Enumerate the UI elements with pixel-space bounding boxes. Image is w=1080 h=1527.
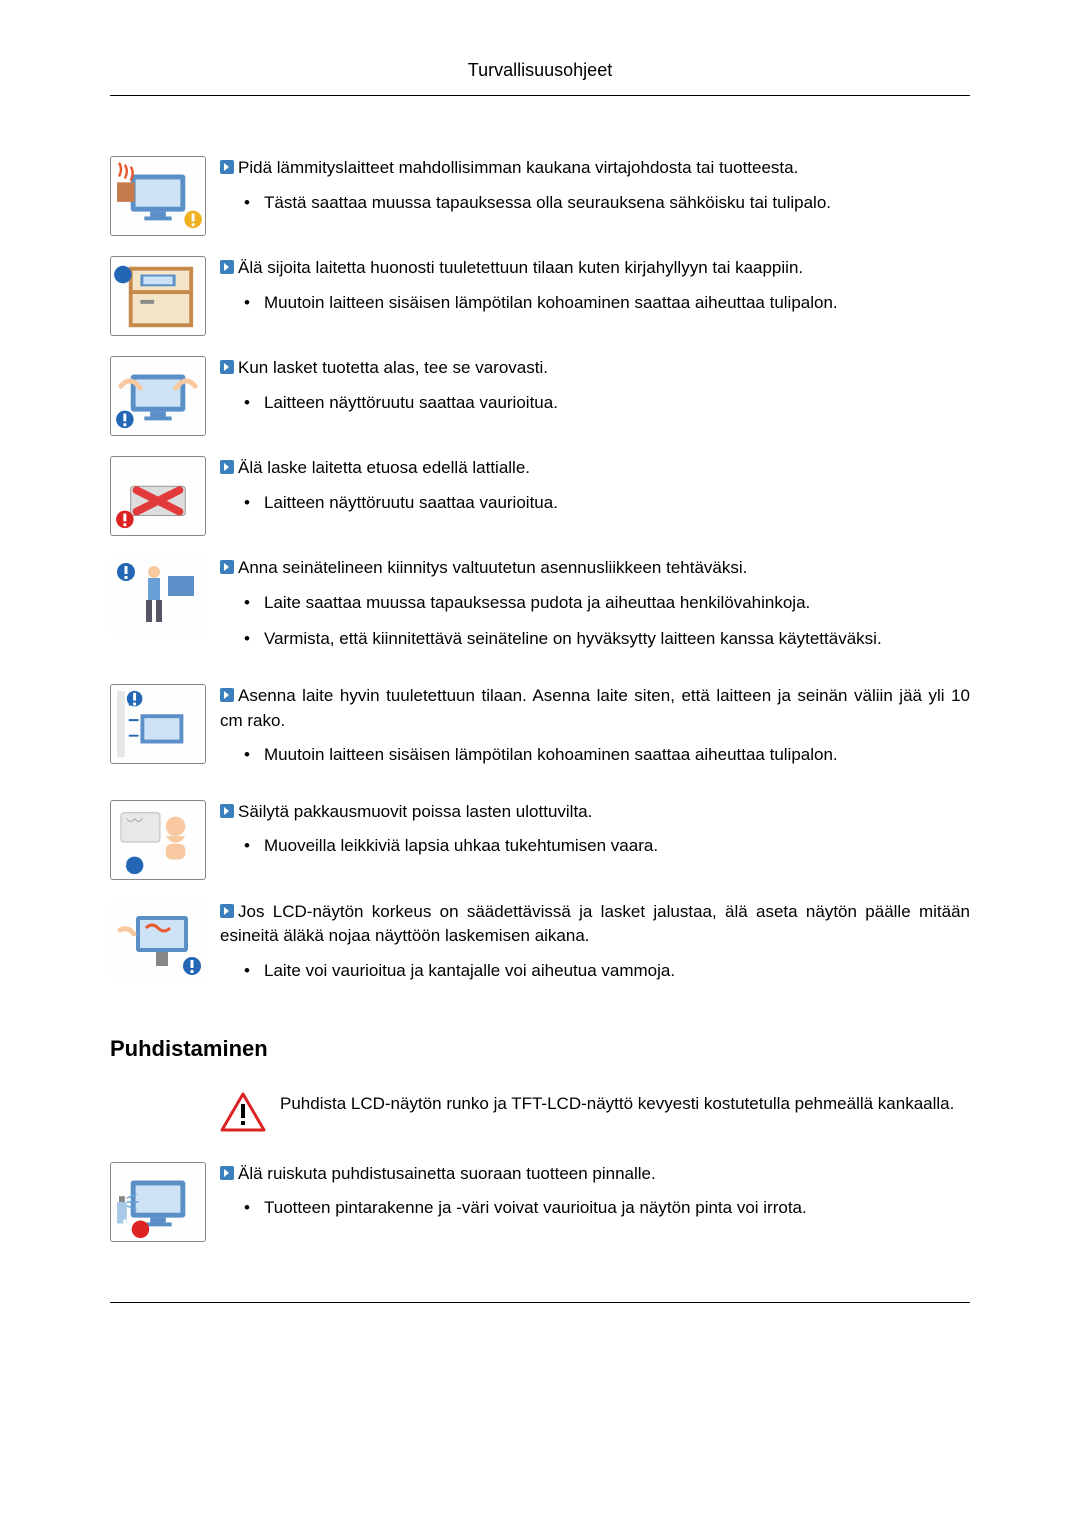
page-footer-rule	[110, 1302, 970, 1312]
detail-item: Muutoin laitteen sisäisen lämpötilan koh…	[244, 291, 970, 316]
safety-item: Älä ruiskuta puhdistusainetta suoraan tu…	[110, 1162, 970, 1242]
arrow-bullet-icon	[220, 688, 234, 702]
safety-item: Pidä lämmityslaitteet mahdollisimman kau…	[110, 156, 970, 236]
detail-list: Tästä saattaa muussa tapauksessa olla se…	[220, 191, 970, 216]
arrow-bullet-icon	[220, 904, 234, 918]
putdown-icon	[110, 356, 206, 436]
detail-item: Laite voi vaurioitua ja kantajalle voi a…	[244, 959, 970, 984]
item-text: Säilytä pakkausmuovit poissa lasten ulot…	[220, 800, 970, 871]
detail-list: Laite saattaa muussa tapauksessa pudota …	[220, 591, 970, 652]
adjustable-icon	[110, 900, 206, 980]
item-heading: Asenna laite hyvin tuuletettuun tilaan. …	[220, 684, 970, 733]
safety-item: Älä sijoita laitetta huonosti tuuletettu…	[110, 256, 970, 336]
cabinet-icon	[110, 256, 206, 336]
arrow-bullet-icon	[220, 804, 234, 818]
childbag-icon	[110, 800, 206, 880]
section-heading: Puhdistaminen	[110, 1036, 970, 1062]
safety-item: Kun lasket tuotetta alas, tee se varovas…	[110, 356, 970, 436]
arrow-bullet-icon	[220, 1166, 234, 1180]
ventilate-icon	[110, 684, 206, 764]
item-heading: Pidä lämmityslaitteet mahdollisimman kau…	[220, 156, 970, 181]
detail-list: Tuotteen pintarakenne ja -väri voivat va…	[220, 1196, 970, 1221]
item-text: Pidä lämmityslaitteet mahdollisimman kau…	[220, 156, 970, 227]
safety-item: Asenna laite hyvin tuuletettuun tilaan. …	[110, 684, 970, 780]
safety-item: Säilytä pakkausmuovit poissa lasten ulot…	[110, 800, 970, 880]
detail-item: Laite saattaa muussa tapauksessa pudota …	[244, 591, 970, 616]
detail-item: Tästä saattaa muussa tapauksessa olla se…	[244, 191, 970, 216]
facedown-icon	[110, 456, 206, 536]
detail-list: Laitteen näyttöruutu saattaa vaurioitua.	[220, 491, 970, 516]
wallmount-icon	[110, 556, 206, 636]
item-heading: Anna seinätelineen kiinnitys valtuutetun…	[220, 556, 970, 581]
page-title: Turvallisuusohjeet	[110, 60, 970, 96]
item-heading: Jos LCD-näytön korkeus on säädettävissä …	[220, 900, 970, 949]
detail-list: Laitteen näyttöruutu saattaa vaurioitua.	[220, 391, 970, 416]
item-heading: Älä sijoita laitetta huonosti tuuletettu…	[220, 256, 970, 281]
detail-item: Laitteen näyttöruutu saattaa vaurioitua.	[244, 491, 970, 516]
item-text: Anna seinätelineen kiinnitys valtuutetun…	[220, 556, 970, 664]
arrow-bullet-icon	[220, 460, 234, 474]
detail-list: Muutoin laitteen sisäisen lämpötilan koh…	[220, 291, 970, 316]
safety-item: Anna seinätelineen kiinnitys valtuutetun…	[110, 556, 970, 664]
detail-item: Muutoin laitteen sisäisen lämpötilan koh…	[244, 743, 970, 768]
detail-item: Laitteen näyttöruutu saattaa vaurioitua.	[244, 391, 970, 416]
item-heading: Älä ruiskuta puhdistusainetta suoraan tu…	[220, 1162, 970, 1187]
detail-list: Muoveilla leikkiviä lapsia uhkaa tukehtu…	[220, 834, 970, 859]
detail-item: Muoveilla leikkiviä lapsia uhkaa tukehtu…	[244, 834, 970, 859]
item-heading: Älä laske laitetta etuosa edellä lattial…	[220, 456, 970, 481]
item-text: Älä sijoita laitetta huonosti tuuletettu…	[220, 256, 970, 327]
warning-intro-row: Puhdista LCD-näytön runko ja TFT-LCD-näy…	[110, 1092, 970, 1132]
item-heading: Säilytä pakkausmuovit poissa lasten ulot…	[220, 800, 970, 825]
heater-icon	[110, 156, 206, 236]
item-text: Älä laske laitetta etuosa edellä lattial…	[220, 456, 970, 527]
safety-item: Älä laske laitetta etuosa edellä lattial…	[110, 456, 970, 536]
arrow-bullet-icon	[220, 360, 234, 374]
arrow-bullet-icon	[220, 560, 234, 574]
arrow-bullet-icon	[220, 160, 234, 174]
item-text: Jos LCD-näytön korkeus on säädettävissä …	[220, 900, 970, 996]
detail-list: Muutoin laitteen sisäisen lämpötilan koh…	[220, 743, 970, 768]
item-text: Älä ruiskuta puhdistusainetta suoraan tu…	[220, 1162, 970, 1233]
warning-intro-text: Puhdista LCD-näytön runko ja TFT-LCD-näy…	[280, 1092, 970, 1117]
item-text: Asenna laite hyvin tuuletettuun tilaan. …	[220, 684, 970, 780]
detail-list: Laite voi vaurioitua ja kantajalle voi a…	[220, 959, 970, 984]
detail-item: Tuotteen pintarakenne ja -väri voivat va…	[244, 1196, 970, 1221]
item-heading: Kun lasket tuotetta alas, tee se varovas…	[220, 356, 970, 381]
item-text: Kun lasket tuotetta alas, tee se varovas…	[220, 356, 970, 427]
spray-icon	[110, 1162, 206, 1242]
arrow-bullet-icon	[220, 260, 234, 274]
detail-item: Varmista, että kiinnitettävä seinäteline…	[244, 627, 970, 652]
safety-item: Jos LCD-näytön korkeus on säädettävissä …	[110, 900, 970, 996]
warning-triangle-icon	[220, 1092, 266, 1132]
